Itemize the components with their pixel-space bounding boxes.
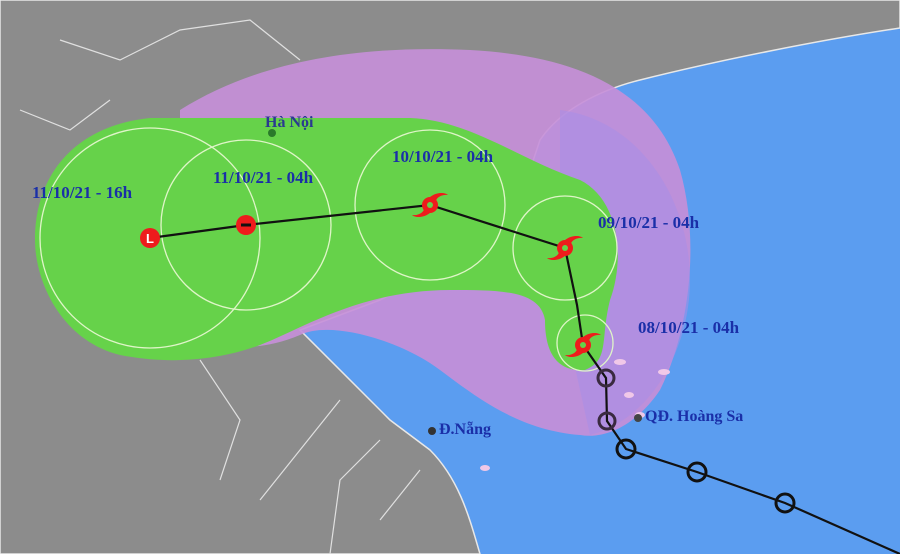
low-pressure-icon: L — [140, 228, 160, 248]
forecast-cone — [35, 118, 618, 371]
hoangsa-dot — [634, 414, 642, 422]
hanoi-dot — [268, 129, 276, 137]
svg-text:L: L — [146, 231, 154, 246]
place-danang: Đ.Nẵng — [439, 421, 492, 438]
typhoon-icon — [412, 193, 448, 217]
forecast-label: 09/10/21 - 04h — [598, 213, 700, 232]
circle-11-16h — [39, 127, 261, 349]
typhoon-icons: L — [140, 193, 601, 357]
circle-09-04h — [512, 195, 618, 301]
place-hanoi: Hà Nội — [265, 114, 314, 131]
storm-track-line — [149, 203, 900, 554]
past-position-circle — [596, 368, 616, 388]
typhoon-icon — [547, 236, 583, 260]
circle-11-04h — [160, 139, 332, 311]
past-position-circle — [615, 438, 637, 460]
circle-10-04h — [354, 129, 506, 281]
past-positions — [596, 368, 796, 514]
past-position-circle — [597, 411, 617, 431]
past-position-circle — [774, 492, 796, 514]
forecast-label: 10/10/21 - 04h — [392, 147, 494, 166]
danang-dot — [428, 427, 436, 435]
forecast-label: 11/10/21 - 16h — [32, 183, 133, 202]
place-hoangsa: QĐ. Hoàng Sa — [645, 408, 744, 425]
uncertainty-circles — [39, 127, 618, 372]
past-position-circle — [686, 461, 708, 483]
typhoon-icon — [565, 333, 601, 357]
province-borders — [19, 19, 421, 554]
forecast-label: 08/10/21 - 04h — [638, 318, 740, 337]
forecast-label: 11/10/21 - 04h — [213, 168, 314, 187]
forecast-circle-icon — [236, 215, 256, 235]
circle-08-04h — [556, 314, 614, 372]
